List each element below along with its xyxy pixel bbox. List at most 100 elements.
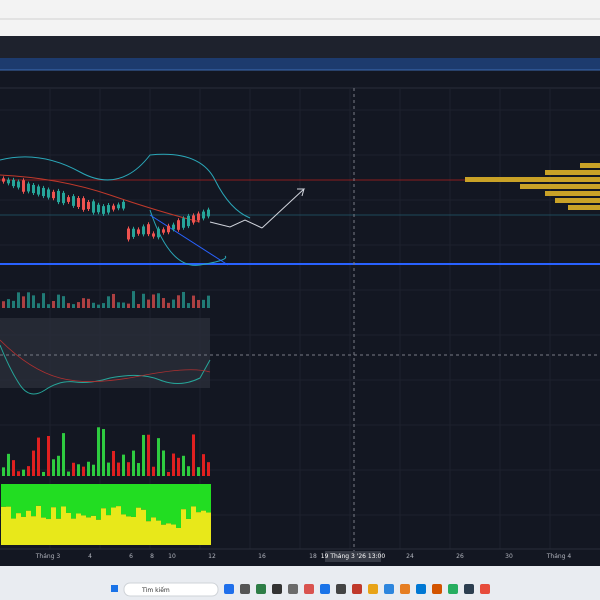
volume-bar [72, 462, 75, 476]
heat-top [201, 484, 206, 511]
heat-bottom [56, 518, 61, 545]
heat-top [21, 484, 26, 517]
volume-bar [147, 434, 150, 476]
candle [142, 226, 145, 235]
heat-bottom [156, 520, 161, 545]
heat-top [156, 484, 161, 521]
heat-bottom [51, 507, 56, 545]
volume-bar [22, 296, 25, 308]
volume-bar [202, 454, 205, 476]
app-icon[interactable] [240, 584, 250, 594]
heat-top [206, 484, 211, 513]
app-icon[interactable] [272, 584, 282, 594]
app-icon[interactable] [368, 584, 378, 594]
volume-bar [97, 304, 100, 308]
candle [72, 196, 75, 206]
heat-bottom [146, 521, 151, 545]
volume-bar [102, 303, 105, 308]
candle [22, 180, 25, 192]
axis-label: 10 [168, 553, 176, 560]
app-icon[interactable] [304, 584, 314, 594]
candle [127, 228, 130, 240]
candle [187, 215, 190, 227]
heat-bottom [16, 513, 21, 545]
lower-volume-bars [2, 427, 210, 476]
heat-bottom [121, 514, 126, 545]
search-box[interactable] [123, 582, 219, 597]
app-icon[interactable] [320, 584, 330, 594]
heat-bottom [101, 508, 106, 545]
volume-bar [62, 296, 65, 308]
candle [157, 228, 160, 238]
volume-bar [37, 303, 40, 308]
volume-profile [465, 163, 600, 210]
toolbar [0, 36, 600, 58]
axis-label: 18 [309, 553, 317, 560]
volume-bar [197, 299, 200, 308]
start-button[interactable] [111, 585, 118, 592]
app-icon[interactable] [464, 584, 474, 594]
candle [2, 178, 5, 182]
heat-bottom [106, 515, 111, 545]
app-icon[interactable] [416, 584, 426, 594]
heat-bottom [81, 515, 86, 545]
heat-top [36, 484, 41, 506]
candle [147, 224, 150, 235]
heat-bottom [141, 509, 146, 545]
volume-bar [127, 462, 130, 476]
candles [2, 176, 210, 242]
axis-label: 6 [129, 553, 133, 560]
candle [57, 190, 60, 203]
volume-bar [177, 295, 180, 308]
volume-bar [157, 438, 160, 476]
heat-top [81, 484, 86, 516]
projection-arrow [261, 188, 306, 229]
heat-bottom [31, 516, 36, 545]
candle [162, 229, 165, 233]
volume-bar [167, 471, 170, 476]
app-icon[interactable] [336, 584, 346, 594]
volume-bar [22, 469, 25, 476]
app-icon[interactable] [352, 584, 362, 594]
candle [197, 213, 200, 221]
app-icon[interactable] [288, 584, 298, 594]
heat-top [121, 484, 126, 515]
heat-top [126, 484, 131, 517]
heat-bottom [166, 523, 171, 545]
app-icon[interactable] [400, 584, 410, 594]
grid [0, 88, 600, 549]
app-icon[interactable] [432, 584, 442, 594]
volume-bar [207, 295, 210, 308]
heat-top [91, 484, 96, 516]
profile-bar [580, 163, 600, 168]
volume-bar [2, 467, 5, 476]
candle [7, 179, 10, 184]
app-icon[interactable] [480, 584, 490, 594]
heat-bottom [66, 512, 71, 545]
bollinger-lower [149, 209, 227, 266]
bollinger-upper [0, 153, 251, 219]
heat-top [141, 484, 146, 510]
candle [67, 197, 70, 202]
app-icon[interactable] [256, 584, 266, 594]
axis-label: 24 [406, 553, 414, 560]
heat-top [46, 484, 51, 520]
heat-top [31, 484, 36, 517]
candle [87, 201, 90, 210]
volume-bar [132, 291, 135, 308]
projection-path [209, 219, 263, 229]
taskbar-apps [224, 584, 490, 594]
volume-bar [27, 292, 30, 308]
volume-bar [102, 429, 105, 476]
candle [117, 204, 120, 209]
volume-bar [137, 303, 140, 308]
app-icon[interactable] [448, 584, 458, 594]
app-icon[interactable] [384, 584, 394, 594]
volume-bar [12, 300, 15, 308]
volume-bar [77, 302, 80, 308]
candle [152, 233, 155, 237]
app-icon[interactable] [224, 584, 234, 594]
heat-bottom [6, 506, 11, 545]
candle [37, 186, 40, 195]
